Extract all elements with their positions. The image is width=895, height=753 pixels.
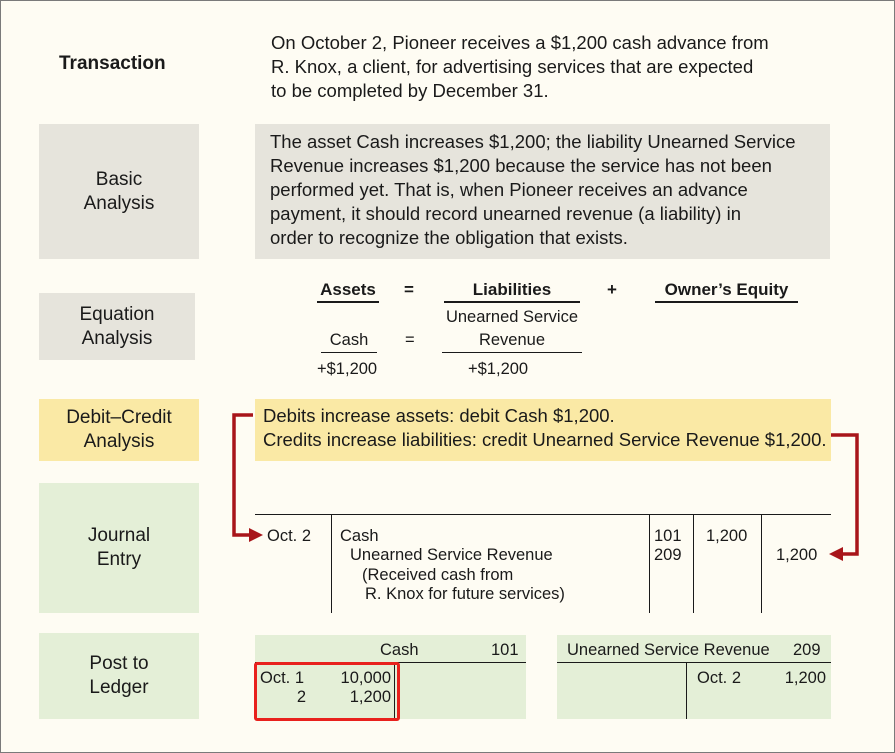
journal-divider <box>761 514 762 613</box>
cash-entry-date: Oct. 1 <box>260 669 305 687</box>
equation-asset-item: Cash <box>321 329 377 353</box>
cash-account-number: 101 <box>491 641 519 659</box>
unearned-revenue-entry-date: Oct. 2 <box>697 669 742 687</box>
journal-entry-label: Journal Entry <box>39 483 199 613</box>
equation-equals-sign-row: = <box>405 331 415 349</box>
equation-equity-heading: Owner’s Equity <box>655 279 798 303</box>
basic-line: order to recognize the obligation that e… <box>270 227 628 248</box>
journal-label-line: Entry <box>96 549 142 570</box>
unearned-revenue-t-divider <box>686 662 687 719</box>
basic-line: payment, it should record unearned reven… <box>270 203 741 224</box>
credit-flow-line <box>831 433 859 556</box>
equation-label-line: Equation <box>79 303 155 325</box>
debit-arrowhead <box>249 528 263 542</box>
journal-ref: 209 <box>654 546 682 564</box>
transaction-line: On October 2, Pioneer receives a $1,200 … <box>271 32 769 53</box>
basic-line: Revenue increases $1,200 because the ser… <box>270 155 772 176</box>
equation-assets-heading: Assets <box>317 279 379 303</box>
journal-divider <box>693 514 694 613</box>
journal-divider <box>331 514 332 613</box>
cash-entry-date: 2 <box>296 688 306 706</box>
equation-asset-value: +$1,200 <box>317 360 378 378</box>
unearned-revenue-number: 209 <box>793 641 821 659</box>
liability-item-line: Unearned Service <box>445 308 579 326</box>
unearned-revenue-entry-amount: 1,200 <box>784 669 826 687</box>
cash-entry-amount: 10,000 <box>340 669 391 687</box>
unearned-revenue-t-rule <box>557 662 831 663</box>
unearned-revenue-t-account <box>557 635 831 719</box>
liability-item-line: Revenue <box>442 329 582 353</box>
unearned-revenue-title: Unearned Service Revenue <box>567 641 770 659</box>
debit-rule: Debits increase assets: debit Cash $1,20… <box>263 405 615 426</box>
journal-account-debit: Cash <box>340 527 379 545</box>
equation-plus-sign: + <box>607 280 617 299</box>
ledger-label-line: Ledger <box>89 677 149 698</box>
transaction-text: On October 2, Pioneer receives a $1,200 … <box>271 31 831 103</box>
transaction-label: Transaction <box>59 53 166 74</box>
basic-line: performed yet. That is, when Pioneer rec… <box>270 179 748 200</box>
basic-analysis-text: The asset Cash increases $1,200; the lia… <box>255 124 830 259</box>
cash-t-account <box>255 635 526 719</box>
transaction-line: R. Knox, a client, for advertising servi… <box>271 56 754 77</box>
equation-label-line: Analysis <box>81 327 153 349</box>
equation-liability-item: Unearned Service Revenue <box>442 306 582 353</box>
journal-label-line: Journal <box>87 525 151 546</box>
journal-credit-amount: 1,200 <box>776 546 818 564</box>
equation-analysis-label: Equation Analysis <box>39 293 195 360</box>
debit-flow-line <box>232 413 253 537</box>
journal-top-rule <box>255 514 831 515</box>
post-to-ledger-label: Post to Ledger <box>39 633 199 719</box>
basic-label-line: Analysis <box>83 192 155 214</box>
basic-line: The asset Cash increases $1,200; the lia… <box>270 131 796 152</box>
journal-divider <box>649 514 650 613</box>
equation-liability-value: +$1,200 <box>468 360 529 378</box>
cash-account-title: Cash <box>380 641 419 659</box>
debit-credit-label: Debit–Credit Analysis <box>39 399 199 461</box>
highlight-box <box>254 662 400 721</box>
basic-analysis-label: Basic Analysis <box>39 124 199 259</box>
credit-arrowhead <box>829 547 843 561</box>
equation-equals-sign: = <box>404 280 414 299</box>
journal-date: Oct. 2 <box>267 527 312 545</box>
journal-explanation: (Received cash from <box>362 566 514 584</box>
debit-credit-label-line: Analysis <box>83 431 155 452</box>
journal-ref: 101 <box>654 527 682 545</box>
debit-credit-text: Debits increase assets: debit Cash $1,20… <box>255 399 831 461</box>
transaction-line: to be completed by December 31. <box>271 80 549 101</box>
equation-liabilities-heading: Liabilities <box>444 279 580 303</box>
journal-explanation: R. Knox for future services) <box>365 585 565 603</box>
cash-entry-amount: 1,200 <box>349 688 391 706</box>
basic-label-line: Basic <box>95 168 143 190</box>
journal-debit-amount: 1,200 <box>706 527 748 545</box>
cash-t-divider <box>394 662 395 719</box>
debit-credit-label-line: Debit–Credit <box>66 407 172 428</box>
ledger-label-line: Post to <box>89 653 149 674</box>
credit-rule: Credits increase liabilities: credit Une… <box>263 429 827 450</box>
journal-account-credit: Unearned Service Revenue <box>350 546 553 564</box>
